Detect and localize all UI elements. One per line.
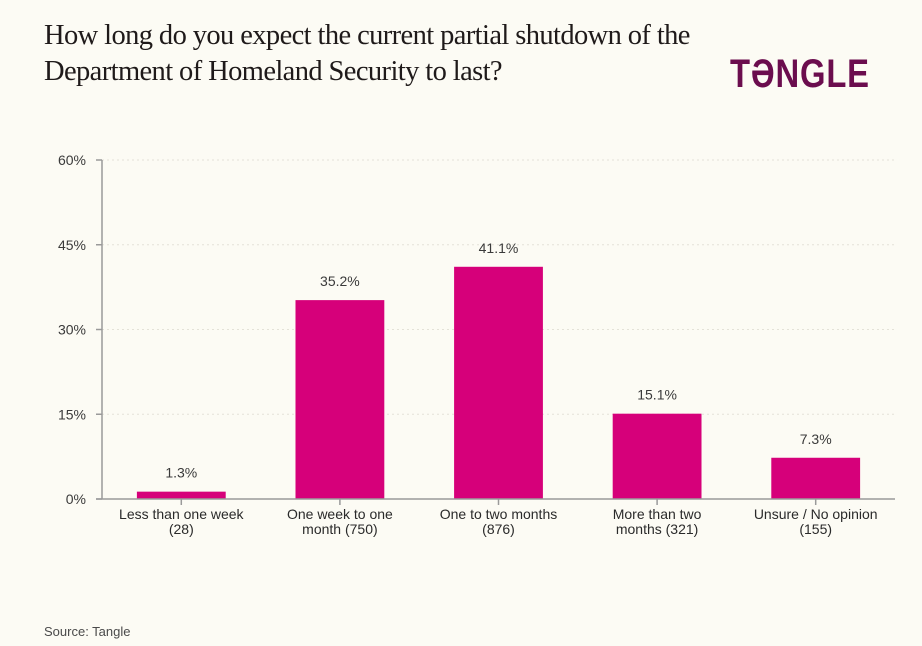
bar — [136, 491, 226, 499]
x-axis-ticks: Less than one week(28)One week to onemon… — [119, 499, 878, 537]
y-tick-label: 15% — [58, 406, 86, 422]
y-tick-label: 30% — [58, 322, 86, 338]
x-tick-label: (876) — [482, 521, 515, 537]
bar — [454, 266, 543, 499]
source-note: Source: Tangle — [44, 624, 131, 639]
x-tick-label: One week to one — [287, 506, 393, 522]
x-tick-label: (28) — [169, 521, 194, 537]
data-label: 35.2% — [320, 273, 360, 289]
bars — [136, 266, 861, 499]
x-tick-label: One to two months — [440, 506, 558, 522]
bar — [612, 413, 702, 499]
y-axis-ticks: 0% 15% 30% 45% 60% — [58, 152, 102, 507]
chart-title: How long do you expect the current parti… — [44, 20, 690, 87]
bar — [771, 457, 861, 499]
x-tick-label: Less than one week — [119, 506, 245, 522]
data-label: 15.1% — [637, 387, 677, 403]
data-labels: 1.3% 35.2% 41.1% 15.1% 7.3% — [165, 240, 831, 481]
x-tick-label: months (321) — [616, 521, 698, 537]
x-tick-label: Unsure / No opinion — [754, 506, 878, 522]
x-tick-label: (155) — [799, 521, 832, 537]
bar — [295, 300, 385, 499]
y-tick-label: 0% — [66, 491, 86, 507]
data-label: 7.3% — [800, 431, 832, 447]
x-tick-label: month (750) — [302, 521, 377, 537]
data-label: 1.3% — [165, 465, 197, 481]
tangle-logo: TƏNGLE — [730, 52, 870, 96]
x-tick-label: More than two — [613, 506, 702, 522]
data-label: 41.1% — [479, 240, 519, 256]
y-tick-label: 45% — [58, 237, 86, 253]
y-tick-label: 60% — [58, 152, 86, 168]
